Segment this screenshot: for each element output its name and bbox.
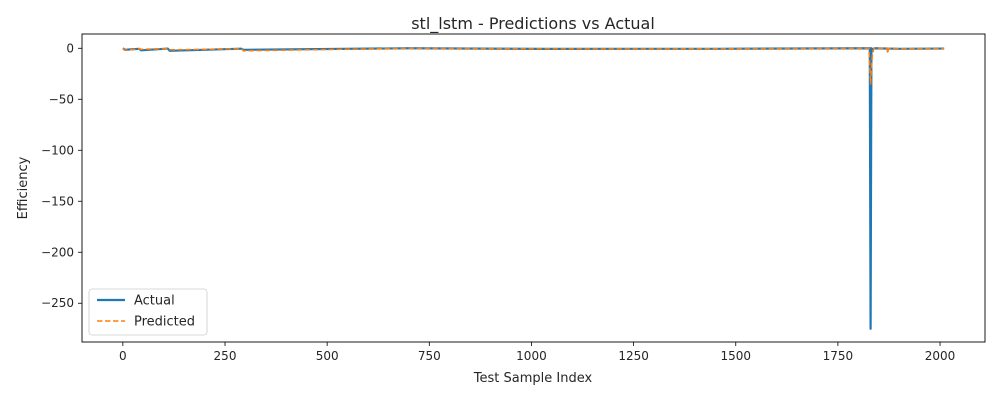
x-tick-label: 250 (214, 349, 237, 363)
y-axis: 0 −50 −100 −150 −200 −250 (41, 41, 82, 310)
x-tick-label: 2000 (925, 349, 956, 363)
y-tick-label: −250 (41, 296, 74, 310)
chart-title: stl_lstm - Predictions vs Actual (411, 14, 655, 34)
x-tick-label: 0 (119, 349, 127, 363)
x-tick-label: 750 (418, 349, 441, 363)
series-line-actual (122, 47, 945, 330)
y-tick-label: 0 (66, 41, 74, 55)
x-axis-label: Test Sample Index (473, 371, 593, 386)
x-tick-label: 1000 (516, 349, 547, 363)
x-axis: 0 250 500 750 1000 1250 1500 1750 2000 (119, 342, 955, 363)
y-tick-label: −150 (41, 194, 74, 208)
x-tick-label: 1250 (618, 349, 649, 363)
x-tick-label: 500 (316, 349, 339, 363)
x-tick-label: 1750 (823, 349, 854, 363)
y-tick-label: −50 (49, 92, 74, 106)
legend-label-actual: Actual (134, 294, 175, 309)
plot-lines (122, 47, 945, 330)
legend-label-predicted: Predicted (134, 315, 195, 330)
y-tick-label: −100 (41, 143, 74, 157)
series-line-predicted (122, 47, 945, 85)
y-tick-label: −200 (41, 245, 74, 259)
legend: Actual Predicted (88, 288, 208, 336)
x-tick-label: 1500 (720, 349, 751, 363)
plot-frame (81, 33, 986, 343)
y-axis-label: Efficiency (16, 156, 31, 219)
